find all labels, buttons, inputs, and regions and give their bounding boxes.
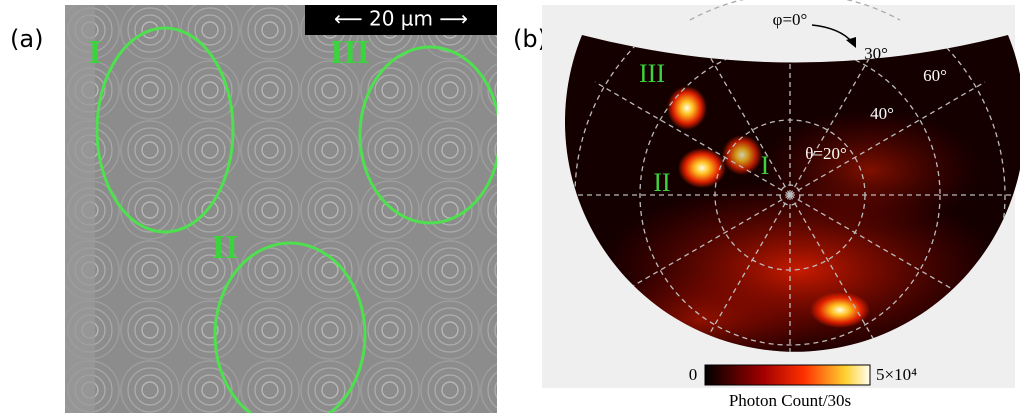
colorbar (705, 365, 870, 385)
angle-label: 60° (923, 66, 947, 85)
region-label: III (330, 34, 370, 71)
scale-bar-label: ⟵ 20 µm ⟶ (334, 7, 468, 31)
region-label: I (761, 151, 770, 180)
angle-label: φ=0° (773, 10, 808, 29)
colorbar-title: Photon Count/30s (729, 391, 851, 410)
region-label: II (653, 168, 670, 197)
angle-label: θ=20° (805, 144, 847, 163)
region-label: III (639, 59, 665, 88)
region-label: I (88, 34, 101, 71)
region-label: II (212, 229, 238, 266)
page: (a) ⟵ 20 µm ⟶ I II III (b) (0, 0, 1023, 413)
colorbar-max: 5×10⁴ (876, 365, 917, 384)
figure: (a) ⟵ 20 µm ⟶ I II III (b) (0, 0, 1023, 413)
micrograph (65, 5, 500, 413)
angle-label: 30° (864, 44, 888, 63)
angle-label: 40° (870, 104, 894, 123)
panel-label: (a) (10, 25, 43, 53)
panel-label: (b) (513, 25, 547, 53)
colorbar-min: 0 (689, 365, 698, 384)
